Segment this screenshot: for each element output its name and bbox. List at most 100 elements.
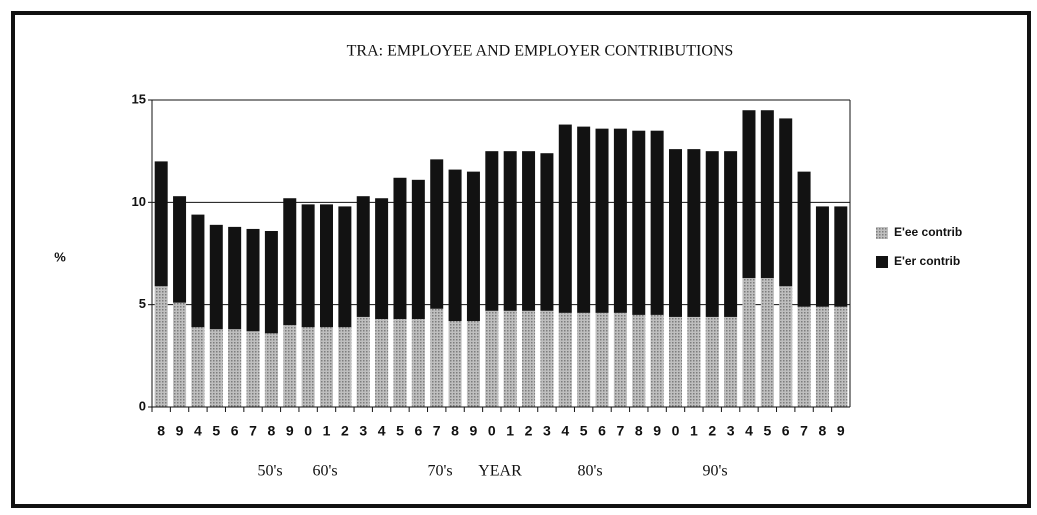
bar-segment — [264, 230, 278, 334]
x-tick-label: 0 — [488, 423, 496, 439]
bar-segment — [228, 226, 242, 330]
bar-texture — [154, 286, 168, 407]
x-tick-label: 9 — [837, 423, 845, 439]
x-tick-label: 7 — [433, 423, 441, 439]
bar-texture — [264, 333, 278, 407]
bar-segment — [338, 206, 352, 328]
bar-segment — [724, 151, 738, 317]
x-tick-label: 1 — [690, 423, 698, 439]
bar-texture — [669, 316, 682, 407]
bar-segment — [815, 206, 829, 307]
x-tick-label: 0 — [672, 423, 680, 439]
bar-texture — [173, 302, 187, 407]
bar-texture — [228, 329, 242, 407]
x-tick-label: 7 — [616, 423, 624, 439]
x-tick-label: 4 — [561, 423, 569, 439]
bar-segment — [411, 179, 425, 319]
frame — [11, 11, 1031, 508]
bar-segment — [320, 204, 333, 328]
x-tick-label: 3 — [359, 423, 367, 439]
bar-segment — [430, 159, 444, 309]
bar-texture — [613, 312, 627, 407]
x-tick-label: 5 — [763, 423, 771, 439]
x-tick-label: 2 — [341, 423, 349, 439]
x-tick-label: 8 — [635, 423, 643, 439]
decade-label: 90's — [702, 463, 727, 480]
bar-segment — [669, 149, 682, 317]
x-tick-label: 1 — [506, 423, 514, 439]
x-tick-label: 3 — [727, 423, 735, 439]
x-tick-label: 9 — [286, 423, 294, 439]
bar-segment — [687, 149, 701, 317]
x-tick-label: 4 — [378, 423, 386, 439]
x-tick-label: 1 — [323, 423, 331, 439]
bar-texture — [724, 316, 738, 407]
chart-title: TRA: EMPLOYEE AND EMPLOYER CONTRIBUTIONS — [347, 43, 734, 60]
bar-texture — [742, 278, 756, 407]
bar-texture — [320, 327, 333, 407]
x-tick-label: 8 — [819, 423, 827, 439]
bar-texture — [540, 310, 554, 407]
bar-texture — [191, 327, 205, 407]
x-tick-label: 5 — [396, 423, 404, 439]
bar-segment — [558, 124, 572, 313]
x-tick-label: 4 — [745, 423, 753, 439]
x-tick-label: 9 — [176, 423, 184, 439]
decade-label: 60's — [312, 463, 337, 480]
x-tick-label: 6 — [598, 423, 606, 439]
bar-texture — [687, 316, 701, 407]
bar-texture — [430, 308, 444, 407]
y-axis-label: % — [54, 249, 66, 264]
bar-texture — [375, 318, 389, 407]
x-tick-label: 6 — [414, 423, 422, 439]
bar-texture — [797, 306, 811, 407]
bar-texture — [356, 316, 370, 407]
legend-label: E'ee contrib — [894, 225, 962, 239]
legend-label: E'er contrib — [894, 254, 960, 268]
x-tick-label: 5 — [580, 423, 588, 439]
bar-segment — [522, 151, 536, 311]
x-tick-label: 9 — [653, 423, 661, 439]
bar-segment — [356, 196, 370, 317]
bar-texture — [577, 312, 591, 407]
bar-segment — [173, 196, 187, 303]
bar-segment — [191, 214, 205, 328]
x-tick-label: 4 — [194, 423, 202, 439]
bar-segment — [283, 198, 297, 326]
legend-swatch — [876, 256, 888, 268]
bar-texture — [760, 278, 774, 407]
bar-texture — [466, 321, 480, 407]
decade-label: YEAR — [478, 463, 522, 480]
bar-segment — [485, 151, 499, 311]
bar-segment — [595, 128, 609, 313]
bar-segment — [393, 177, 407, 319]
bar-texture — [209, 329, 223, 407]
bar-texture — [834, 306, 848, 407]
bar-segment — [209, 224, 223, 330]
bar-texture — [283, 325, 297, 407]
bar-texture — [485, 310, 499, 407]
bar-segment — [154, 161, 168, 287]
bar-texture — [411, 318, 425, 407]
x-tick-label: 2 — [708, 423, 716, 439]
x-tick-label: 2 — [525, 423, 533, 439]
x-tick-label: 8 — [267, 423, 275, 439]
decade-label: 70's — [427, 463, 452, 480]
x-tick-label: 5 — [212, 423, 220, 439]
x-tick-label: 8 — [157, 423, 165, 439]
bar-segment — [301, 204, 315, 328]
bar-segment — [246, 228, 260, 332]
decade-label: 80's — [577, 463, 602, 480]
bar-segment — [375, 198, 389, 319]
bar-segment — [613, 128, 627, 313]
x-tick-label: 6 — [782, 423, 790, 439]
bar-texture — [705, 316, 719, 407]
bar-segment — [577, 126, 591, 313]
y-tick-label: 15 — [132, 91, 146, 106]
bar-segment — [448, 169, 462, 322]
bar-segment — [650, 130, 664, 315]
bar-segment — [632, 130, 646, 315]
bar-texture — [448, 321, 462, 407]
x-tick-label: 3 — [543, 423, 551, 439]
